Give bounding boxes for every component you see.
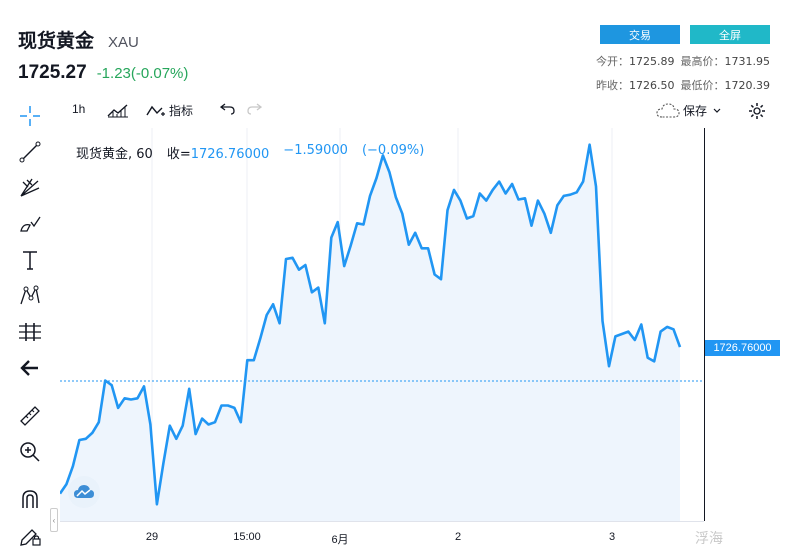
trend-line-icon xyxy=(19,141,41,163)
magnet-icon xyxy=(22,490,38,508)
legend-change: −1.59000 xyxy=(283,143,348,158)
zoom-tool[interactable] xyxy=(14,438,46,466)
prev-close-value: 1726.50 xyxy=(629,79,675,92)
chevron-down-icon xyxy=(713,108,721,113)
stats-row-open-high: 今开：1725.89 最高价：1731.95 xyxy=(596,53,770,69)
undo-button[interactable] xyxy=(220,102,236,116)
pattern-icon xyxy=(20,285,40,305)
legend-close-value: 1726.76000 xyxy=(190,147,270,162)
brush-icon xyxy=(20,216,41,232)
zoom-in-icon xyxy=(20,442,40,462)
time-tick: 3 xyxy=(608,531,616,543)
legend-change-pct: (−0.09%) xyxy=(361,143,425,158)
legend-symbol[interactable]: 现货黄金, 60 xyxy=(76,147,153,162)
indicators-icon xyxy=(146,105,165,116)
current-price-tag: 1726.76000 xyxy=(705,340,780,356)
legend-close-label: 收= xyxy=(166,147,191,162)
fib-fan-icon xyxy=(20,178,40,197)
undo-icon xyxy=(220,103,235,115)
forecast-tool[interactable] xyxy=(14,318,46,346)
open-label: 今开： xyxy=(596,55,629,68)
ruler-icon xyxy=(20,406,40,426)
logo-button[interactable] xyxy=(68,476,100,508)
collapse-toolbar-button[interactable]: ‹ xyxy=(50,508,58,532)
watermark: 浮海 xyxy=(695,531,723,547)
symbol-name: 现货黄金 xyxy=(18,30,95,52)
chart-legend: 现货黄金, 60 收=1726.76000 −1.59000 (−0.09%) xyxy=(76,143,424,162)
low-value: 1720.39 xyxy=(724,79,771,92)
symbol-code: XAU xyxy=(108,34,139,51)
price-row: 1725.27 -1.23(-0.07%) xyxy=(18,62,188,84)
interval-label: 1h xyxy=(72,102,86,116)
save-label: 保存 xyxy=(683,104,708,118)
chart-type-button[interactable] xyxy=(107,102,129,118)
open-value: 1725.89 xyxy=(629,55,675,68)
trade-button[interactable]: 交易 xyxy=(600,25,680,44)
pencil-lock-icon xyxy=(20,529,41,546)
crosshair-icon xyxy=(20,106,40,126)
arrow-left-icon xyxy=(20,360,38,376)
interval-button[interactable]: 1h xyxy=(72,102,85,116)
fullscreen-button[interactable]: 全屏 xyxy=(690,25,770,44)
series-line xyxy=(60,143,682,506)
back-tool[interactable] xyxy=(14,354,46,382)
high-value: 1731.95 xyxy=(724,55,771,68)
cloud-icon xyxy=(656,102,680,118)
lock-tool[interactable] xyxy=(14,522,46,550)
time-tick: 29 xyxy=(145,531,159,543)
last-price: 1725.27 xyxy=(18,62,87,83)
redo-icon xyxy=(247,103,262,115)
time-axis[interactable]: 29 15:00 6月 2 3 xyxy=(60,521,704,553)
price-change: -1.23(-0.07%) xyxy=(96,65,189,82)
time-tick: 15:00 xyxy=(233,531,261,543)
forecast-icon xyxy=(19,323,41,341)
stats-row-prev-low: 昨收：1726.50 最低价：1720.39 xyxy=(596,77,770,93)
price-chart[interactable] xyxy=(60,128,704,521)
save-button[interactable]: 保存 xyxy=(656,102,724,119)
time-tick: 6月 xyxy=(331,534,349,546)
text-tool[interactable] xyxy=(14,246,46,274)
trend-line-tool[interactable] xyxy=(14,138,46,166)
redo-button[interactable] xyxy=(246,102,262,116)
indicators-button[interactable]: 指标 xyxy=(146,102,193,119)
symbol-header: 现货黄金 XAU xyxy=(18,26,139,53)
low-label: 最低价： xyxy=(680,79,725,92)
chart-toolbar: 1h 指标 保存 xyxy=(60,100,787,122)
text-icon xyxy=(23,251,37,270)
magnet-tool[interactable] xyxy=(14,486,46,514)
prev-close-label: 昨收： xyxy=(596,79,629,92)
indicators-label: 指标 xyxy=(169,104,194,118)
time-tick: 2 xyxy=(454,531,462,543)
series-area xyxy=(60,144,680,521)
ruler-tool[interactable] xyxy=(14,402,46,430)
gear-icon xyxy=(749,103,765,119)
cloud-logo-icon xyxy=(74,485,94,498)
crosshair-tool[interactable] xyxy=(14,102,46,130)
price-axis[interactable] xyxy=(704,128,787,521)
fib-tool[interactable] xyxy=(14,174,46,202)
brush-tool[interactable] xyxy=(14,210,46,238)
chart-type-icon xyxy=(107,104,128,118)
settings-button[interactable] xyxy=(748,102,766,120)
high-label: 最高价： xyxy=(680,55,725,68)
pattern-tool[interactable] xyxy=(14,282,46,310)
